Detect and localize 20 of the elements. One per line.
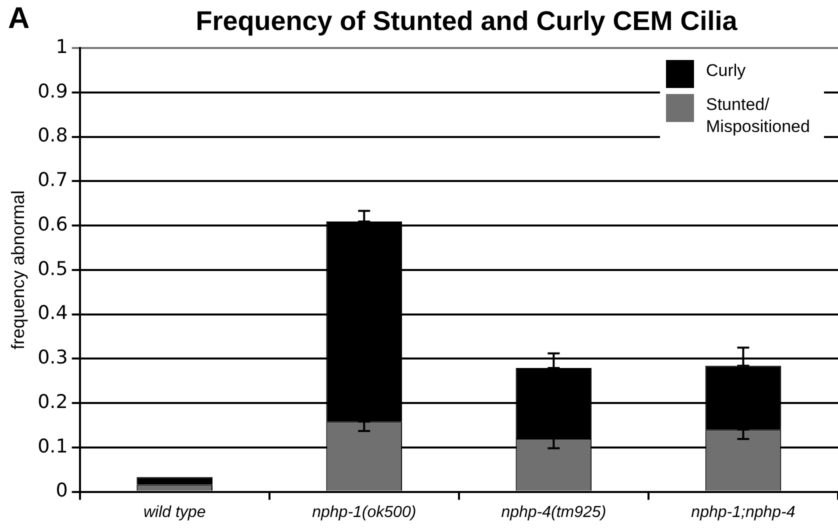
x-tick-label: nphp-1;nphp-4: [691, 504, 796, 521]
y-tick-label: 0.9: [38, 80, 68, 102]
x-tick-label: nphp-4(tm925): [501, 504, 606, 521]
chart-title: Frequency of Stunted and Curly CEM Cilia: [194, 6, 738, 37]
legend-label: Stunted/ Mispositioned: [706, 94, 811, 138]
y-tick-label: 0.2: [38, 390, 68, 413]
y-tick-label: 0: [56, 480, 68, 502]
y-tick-label: 0.6: [38, 213, 68, 236]
y-tick-label: 0.8: [38, 124, 68, 147]
legend-label: Curly: [706, 60, 747, 82]
x-tick-label: nphp-1(ok500): [312, 504, 416, 521]
y-tick-label: 0.5: [38, 258, 68, 280]
x-tick-label: wild type: [143, 504, 206, 521]
text: A: [8, 2, 30, 36]
y-tick-label: 1: [56, 36, 68, 58]
y-tick-label: 0.3: [38, 346, 68, 369]
y-tick-label: 0.7: [38, 169, 68, 192]
y-tick-label: 0.1: [38, 435, 68, 458]
y-tick-label: 0.4: [38, 302, 68, 324]
y-axis-title: frequency abnormal: [8, 190, 28, 350]
